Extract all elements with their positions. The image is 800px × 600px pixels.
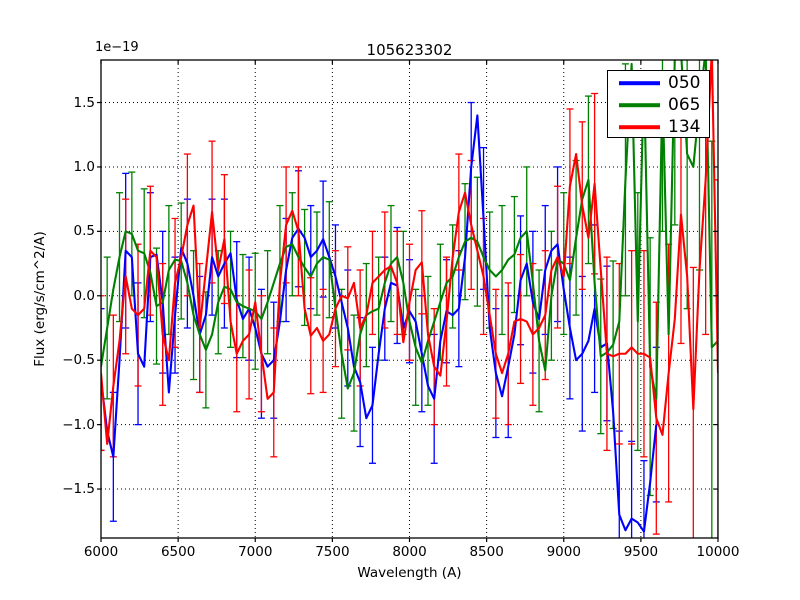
y-tick-label: 1.5: [73, 94, 95, 111]
y-tick-label: 1.0: [73, 158, 95, 175]
legend-label-050: 050: [668, 73, 701, 93]
y-tick-label: 0.0: [73, 287, 95, 304]
x-tick-label: 9000: [546, 544, 581, 560]
series-line-134: [101, 60, 718, 445]
chart-title: 105623302: [366, 41, 453, 59]
legend-item-065: 065: [608, 94, 709, 116]
y-tick-label: −0.5: [62, 352, 95, 369]
legend-item-134: 134: [608, 116, 709, 138]
axes-border: [100, 59, 719, 539]
y-axis-offset-label: 1e−19: [95, 40, 139, 55]
x-tick-label: 7500: [315, 544, 350, 560]
legend-swatch-065: [619, 103, 660, 107]
y-tick-label: 0.5: [73, 223, 95, 240]
y-tick-label: −1.5: [62, 481, 95, 498]
y-tick-label: −1.0: [62, 416, 95, 433]
legend-swatch-134: [619, 125, 660, 129]
x-tick-label: 10000: [696, 544, 740, 560]
series-line-050: [101, 114, 658, 533]
x-tick-label: 8500: [469, 544, 504, 560]
legend-item-050: 050: [608, 72, 709, 94]
x-tick-label: 6000: [83, 544, 119, 560]
x-tick-label: 6500: [160, 544, 196, 560]
legend-label-065: 065: [668, 95, 701, 115]
x-tick-label: 7000: [238, 544, 273, 560]
x-tick-label: 8000: [392, 544, 427, 560]
legend: 050 065 134: [607, 70, 710, 138]
legend-swatch-050: [619, 81, 660, 85]
series-line-065: [101, 60, 718, 400]
x-tick-label: 9500: [623, 544, 659, 560]
x-axis-label: Wavelength (A): [357, 565, 462, 581]
legend-label-134: 134: [668, 117, 701, 137]
